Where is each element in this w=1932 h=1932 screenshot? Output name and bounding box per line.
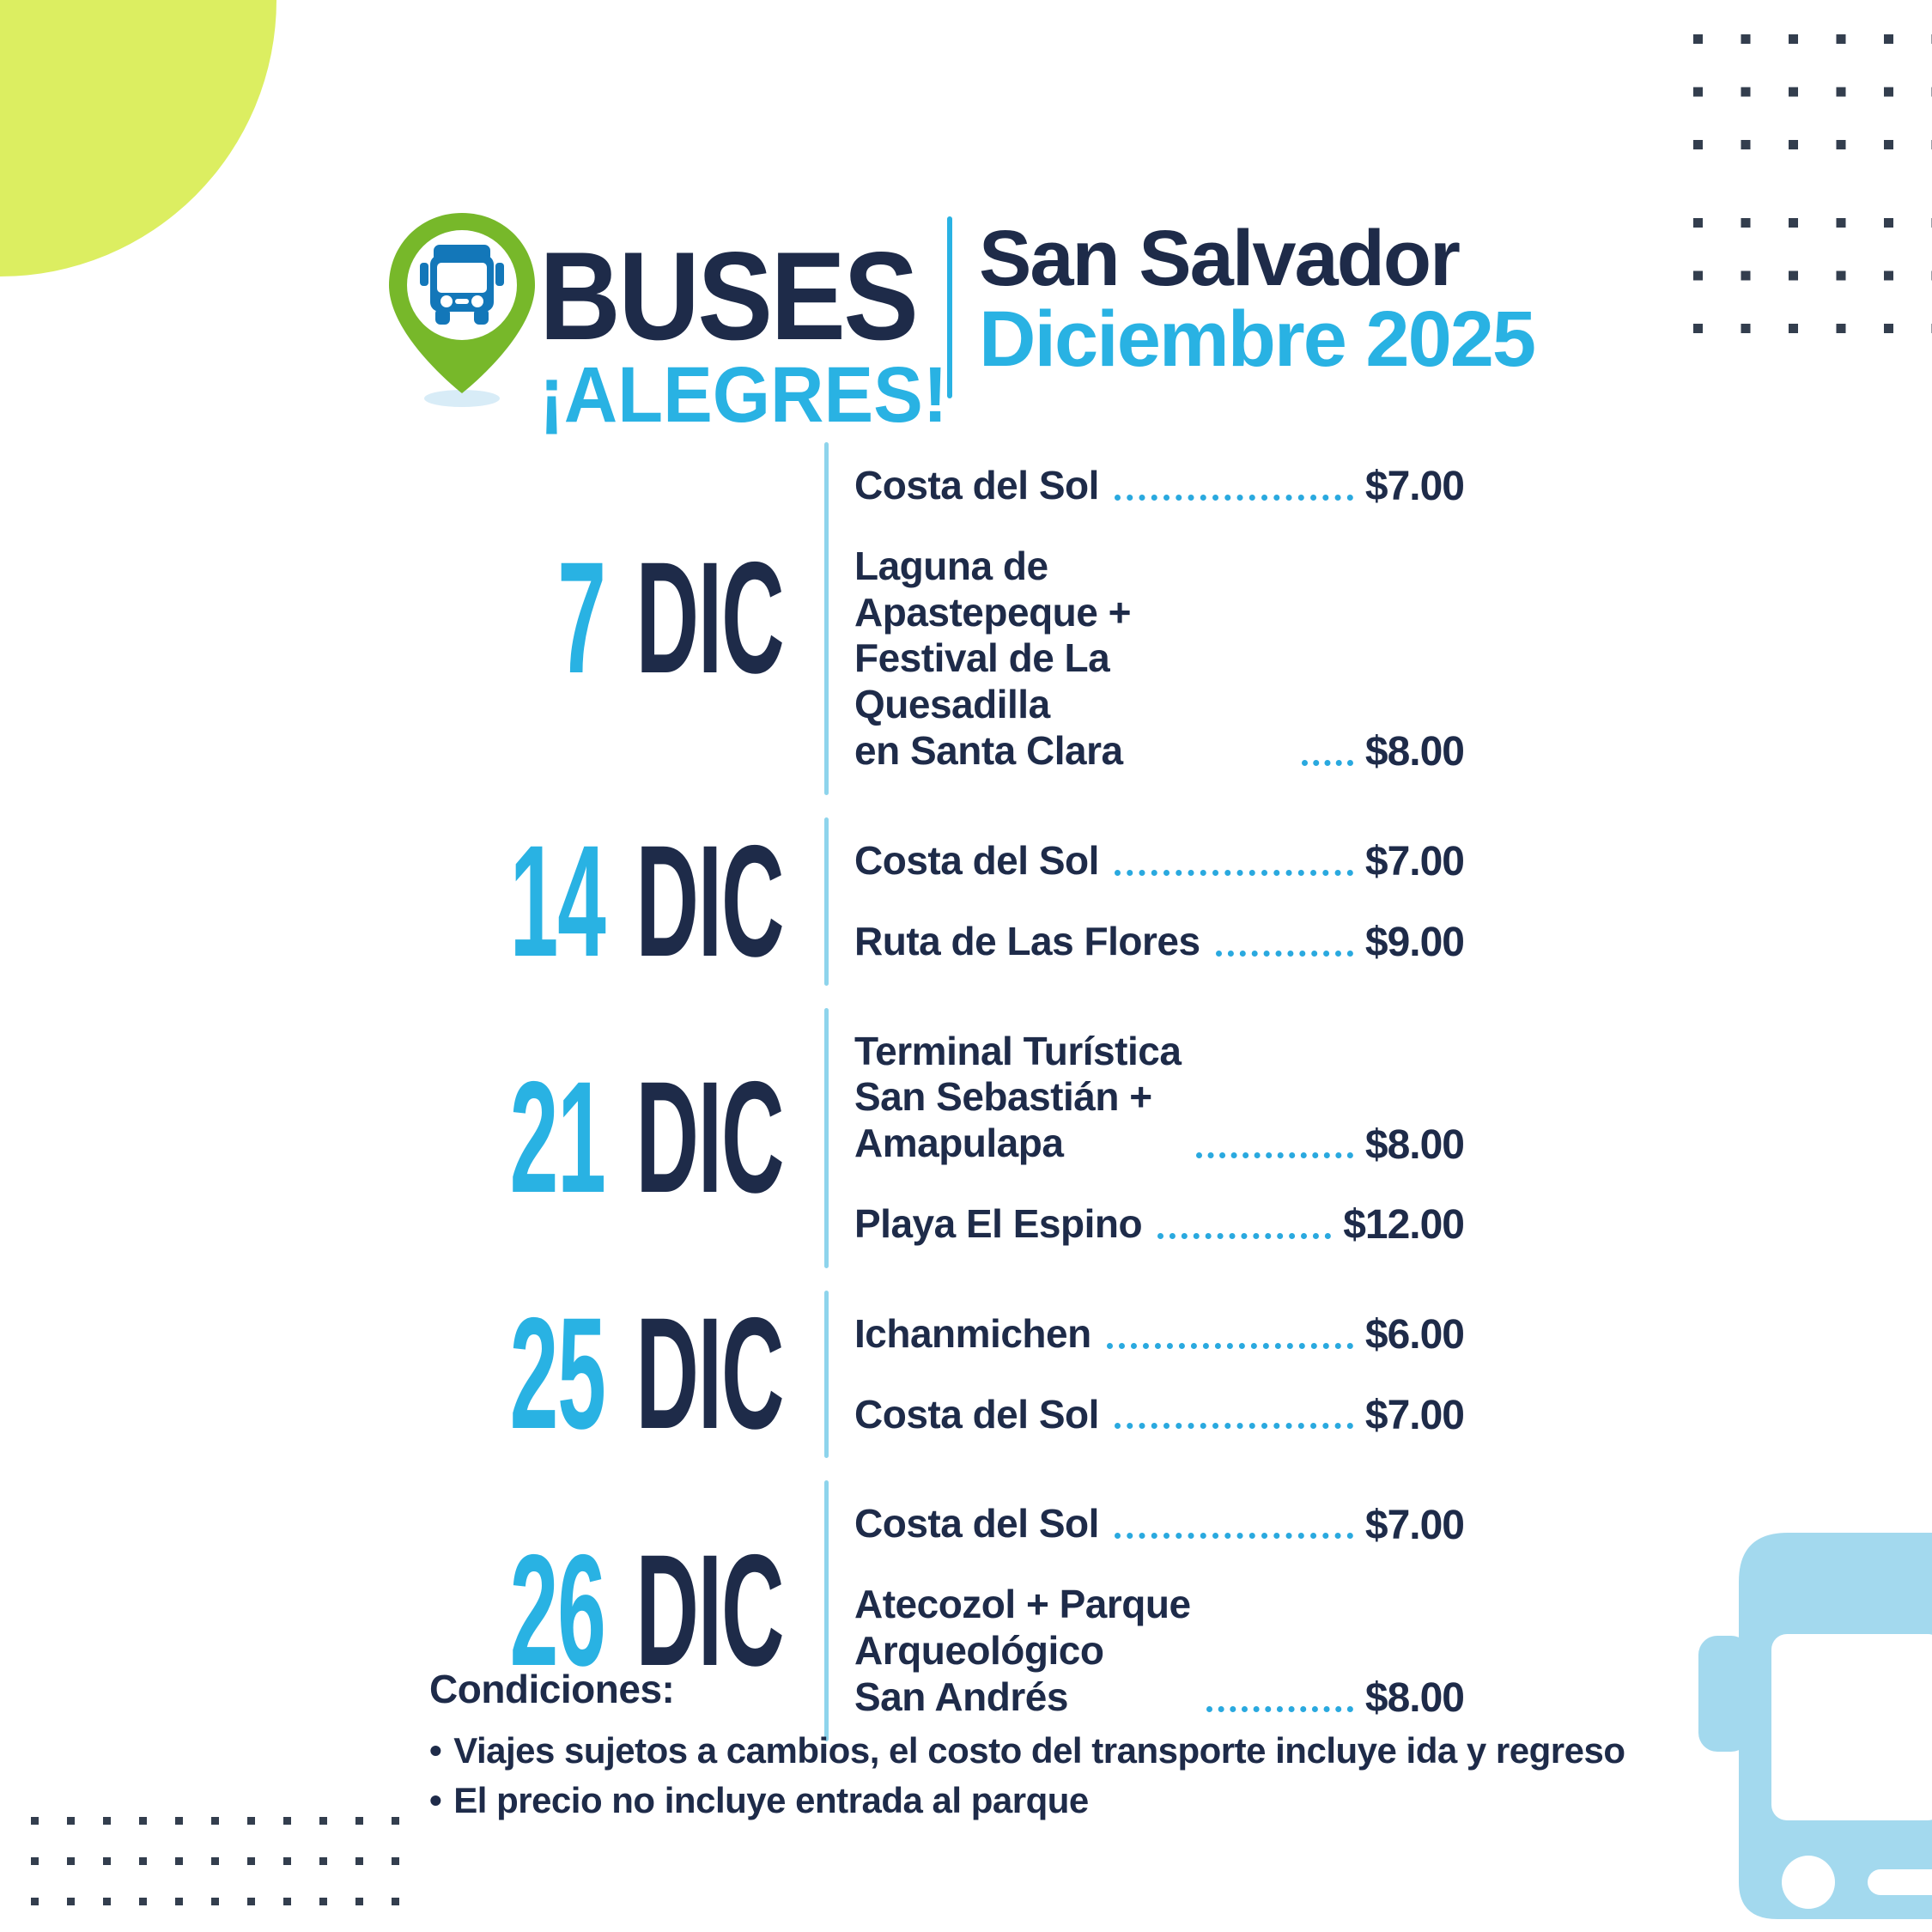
city-title: San Salvador [979, 215, 1461, 302]
destination-name: Costa del Sol [854, 1501, 1099, 1546]
destination-price: $12.00 [1343, 1202, 1465, 1249]
destination-name: Ruta de Las Flores [854, 918, 1200, 963]
condition-text: Viajes sujetos a cambios, el costo del t… [453, 1730, 1625, 1771]
destination-list: Costa del Sol $7.00 Laguna de Apastepequ… [829, 442, 1498, 795]
schedule-list: 7 DIC Costa del Sol $7.00 Laguna de Apas… [477, 442, 1498, 1741]
lime-quarter-circle [0, 0, 276, 276]
dot-grid-bottom-left [31, 1817, 402, 1908]
destination-name: Costa del Sol [854, 1391, 1099, 1437]
destination-price: $7.00 [1364, 1502, 1465, 1548]
dotted-leader [1196, 1151, 1353, 1158]
destination-price: $9.00 [1364, 920, 1465, 966]
condition-text: El precio no incluye entrada al parque [453, 1779, 1089, 1820]
dotted-leader [1114, 869, 1353, 876]
date-month: DIC [635, 1048, 784, 1226]
entry-date: 21 DIC [477, 1048, 824, 1226]
date-number: 21 [509, 1048, 605, 1226]
dotted-leader [1206, 1705, 1353, 1712]
destination-row: Playa El Espino $12.00 [854, 1200, 1465, 1249]
destination-row: Laguna de Apastepeque + Festival de La Q… [854, 543, 1465, 775]
dot-grid-top-right-upper [1693, 34, 1932, 151]
schedule-entry-14dic: 14 DIC Costa del Sol $7.00 Ruta de Las F… [477, 817, 1498, 986]
schedule-entry-25dic: 25 DIC Ichanmichen $6.00 Costa del Sol $… [477, 1285, 1498, 1463]
destination-row: Atecozol + Parque Arqueológico San André… [854, 1582, 1465, 1722]
bullet-glyph: • [429, 1730, 442, 1771]
bullet-glyph: • [429, 1779, 442, 1820]
date-month: DIC [635, 812, 784, 990]
destination-name: Terminal Turística San Sebastián + Amapu… [854, 1028, 1182, 1166]
dotted-leader [1114, 494, 1353, 501]
destination-row: Costa del Sol $7.00 [854, 1391, 1465, 1438]
bus-front-icon [1674, 1528, 1932, 1932]
dotted-leader [1114, 1423, 1353, 1430]
destination-price: $7.00 [1364, 1392, 1465, 1438]
destination-name: Costa del Sol [854, 463, 1099, 507]
destination-name: Costa del Sol [854, 837, 1099, 883]
conditions-title: Condiciones: [429, 1667, 675, 1711]
entry-divider [824, 1007, 829, 1268]
destination-price: $8.00 [1364, 1675, 1465, 1722]
date-month: DIC [635, 1285, 784, 1463]
condition-item: • Viajes sujetos a cambios, el costo del… [429, 1726, 1631, 1776]
destination-row: Costa del Sol $7.00 [854, 837, 1465, 885]
date-month: DIC [635, 1522, 784, 1699]
brand-title: BUSES ¡ALEGRES! [539, 226, 948, 439]
dotted-leader [1157, 1232, 1332, 1239]
schedule-entry-21dic: 21 DIC Terminal Turística San Sebastián … [477, 1007, 1498, 1268]
dotted-leader [1301, 759, 1353, 766]
dotted-leader [1215, 950, 1353, 957]
bus-location-pin-icon [380, 206, 544, 408]
dotted-leader [1114, 1533, 1353, 1540]
conditions-block: Condiciones: • Viajes sujetos a cambios,… [429, 1666, 1631, 1826]
destination-price: $8.00 [1364, 1121, 1465, 1168]
entry-date: 14 DIC [477, 812, 824, 990]
date-month: DIC [635, 530, 784, 708]
destination-row: Costa del Sol $7.00 [854, 1501, 1465, 1548]
brand-name-line1: BUSES [539, 226, 919, 366]
schedule-entry-7dic: 7 DIC Costa del Sol $7.00 Laguna de Apas… [477, 442, 1498, 795]
destination-price: $7.00 [1364, 464, 1465, 510]
date-number: 7 [556, 530, 606, 708]
schedule-entry-26dic: 26 DIC Costa del Sol $7.00 Atecozol + Pa… [477, 1480, 1498, 1741]
header-divider [947, 216, 952, 398]
destination-list: Terminal Turística San Sebastián + Amapu… [829, 1008, 1498, 1268]
destination-list: Ichanmichen $6.00 Costa del Sol $7.00 [829, 1291, 1498, 1459]
destination-name: Ichanmichen [854, 1310, 1091, 1356]
dotted-leader [1106, 1342, 1353, 1349]
destination-row: Terminal Turística San Sebastián + Amapu… [854, 1028, 1465, 1168]
entry-divider [824, 1480, 829, 1741]
dot-grid-top-right-lower [1693, 218, 1932, 335]
entry-divider [824, 817, 829, 986]
date-number: 25 [509, 1285, 605, 1463]
brand-name-line2: ¡ALEGRES! [539, 350, 948, 439]
destination-price: $8.00 [1364, 729, 1465, 775]
destination-row: Costa del Sol $7.00 [854, 463, 1465, 510]
entry-date: 25 DIC [477, 1285, 824, 1463]
month-title: Diciembre 2025 [979, 295, 1536, 384]
destination-list: Costa del Sol $7.00 Ruta de Las Flores $… [829, 817, 1498, 986]
destination-row: Ruta de Las Flores $9.00 [854, 918, 1465, 966]
destination-name: Atecozol + Parque Arqueológico San André… [854, 1582, 1191, 1719]
date-number: 14 [509, 812, 605, 990]
destination-price: $6.00 [1364, 1312, 1465, 1358]
entry-date: 7 DIC [477, 530, 824, 708]
condition-item: • El precio no incluye entrada al parque [429, 1776, 1631, 1826]
destination-row: Ichanmichen $6.00 [854, 1310, 1465, 1358]
destination-name: Laguna de Apastepeque + Festival de La Q… [854, 543, 1131, 774]
entry-date: 26 DIC [477, 1522, 824, 1699]
date-number: 26 [509, 1522, 605, 1699]
destination-list: Costa del Sol $7.00 Atecozol + Parque Ar… [829, 1480, 1498, 1741]
header-location: San Salvador Diciembre 2025 [979, 215, 1536, 384]
destination-name: Playa El Espino [854, 1200, 1143, 1246]
destination-price: $7.00 [1364, 839, 1465, 885]
entry-divider [824, 442, 829, 795]
entry-divider [824, 1290, 829, 1459]
